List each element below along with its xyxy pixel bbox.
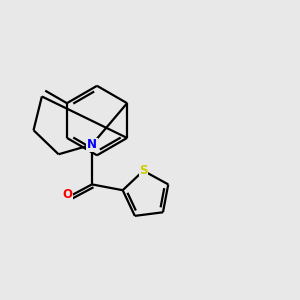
Text: O: O: [62, 188, 73, 201]
Text: S: S: [139, 164, 148, 177]
Text: N: N: [87, 138, 97, 151]
